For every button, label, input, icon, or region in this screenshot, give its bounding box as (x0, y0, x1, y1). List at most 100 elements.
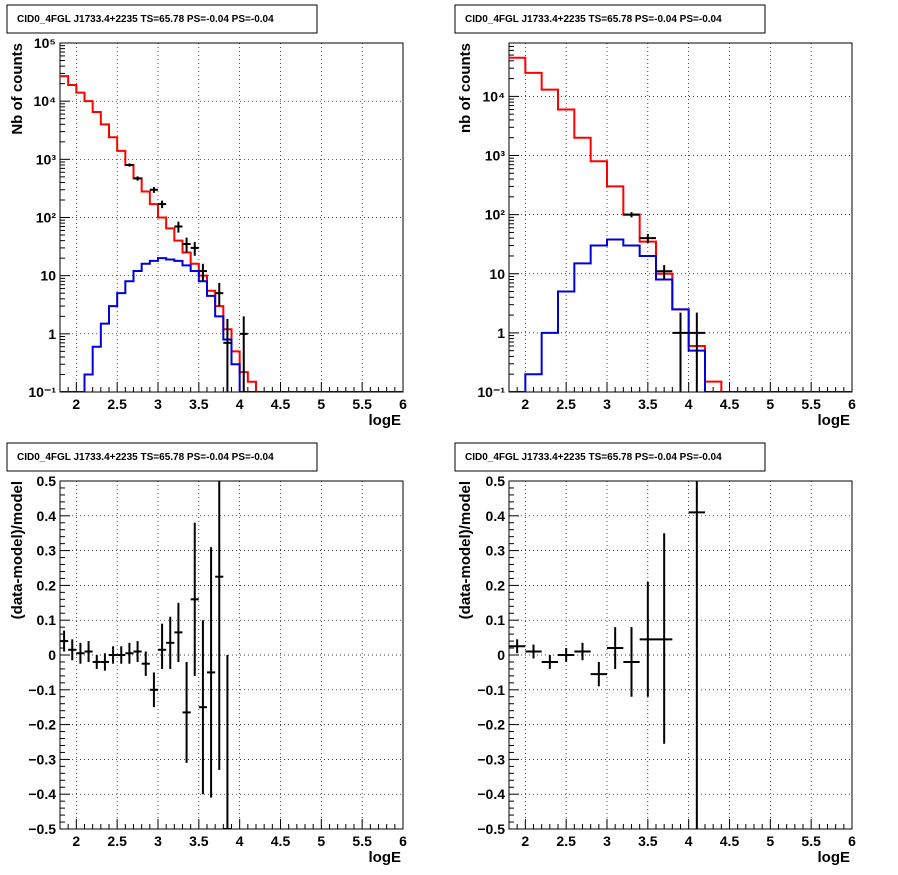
residual-point (639, 581, 656, 697)
residual-point (509, 639, 526, 654)
residual-point (117, 646, 126, 664)
y-tick-label: 10² (36, 210, 57, 226)
residual-point (133, 641, 142, 662)
y-tick-label: 0.4 (37, 508, 57, 524)
y-tick-label: 10⁻¹ (28, 384, 56, 400)
y-tick-label: 0.1 (486, 612, 506, 628)
chart-title: CID0_4FGL J1733.4+2235 TS=65.78 PS=-0.04… (465, 14, 722, 25)
x-tick-label: 3.5 (189, 833, 209, 849)
x-tick-label: 4 (685, 396, 693, 412)
x-tick-label: 2 (72, 396, 80, 412)
residual-point (215, 481, 224, 770)
data-point (158, 200, 167, 209)
data-point (133, 176, 142, 181)
y-tick-label: 0.3 (486, 543, 506, 559)
y-tick-label: −0.4 (477, 786, 505, 802)
x-tick-label: 5.5 (801, 396, 821, 412)
residual-point (198, 620, 207, 795)
residual-point (158, 623, 167, 669)
x-tick-label: 2 (521, 833, 529, 849)
residual-point (68, 639, 77, 661)
chart-title: CID0_4FGL J1733.4+2235 TS=65.78 PS=-0.04… (17, 14, 274, 25)
data-point (656, 265, 673, 280)
residual-point (207, 547, 216, 798)
total-model-histogram (60, 75, 403, 392)
residual-point (174, 602, 183, 662)
chart-title: CID0_4FGL J1733.4+2235 TS=65.78 PS=-0.04… (17, 452, 274, 463)
chart-panel-4: CID0_4FGL J1733.4+2235 TS=65.78 PS=-0.04… (454, 442, 856, 866)
x-tick-label: 3.5 (189, 396, 209, 412)
x-tick-label: 4 (236, 396, 244, 412)
residual-point (60, 630, 69, 652)
source-model-histogram (60, 257, 403, 392)
x-tick-label: 3 (154, 833, 162, 849)
y-tick-label: −0.1 (477, 682, 505, 698)
x-tick-label: 4 (236, 833, 244, 849)
data-point (182, 237, 191, 253)
residual-point (656, 533, 673, 744)
x-tick-label: 4.5 (720, 396, 740, 412)
plot-area (60, 481, 232, 829)
x-tick-label: 5 (766, 396, 774, 412)
plot-area (60, 75, 403, 392)
x-tick-label: 5.5 (352, 833, 372, 849)
y-axis-label: Nb of counts (9, 43, 26, 135)
residual-point (125, 642, 134, 664)
residual-point (688, 481, 705, 829)
data-point (688, 312, 705, 392)
residual-point (541, 655, 558, 669)
residual-point (182, 661, 191, 763)
x-tick-label: 6 (848, 833, 856, 849)
title-box (6, 4, 318, 34)
x-tick-label: 2.5 (556, 833, 576, 849)
residual-point (558, 648, 575, 662)
y-tick-label: 1 (497, 325, 505, 341)
residual-point (166, 616, 175, 669)
x-tick-label: 6 (848, 396, 856, 412)
chart-panel-2: CID0_4FGL J1733.4+2235 TS=65.78 PS=-0.04… (454, 4, 856, 429)
y-tick-label: −0.5 (477, 821, 505, 837)
x-tick-label: 2.5 (107, 396, 127, 412)
title-box (454, 4, 766, 34)
y-axis-label: nb of counts (457, 43, 474, 133)
data-point (215, 282, 224, 307)
x-axis-label: logE (369, 849, 402, 866)
y-tick-label: 10 (40, 268, 56, 284)
y-axis-label: (data-model)/model (457, 481, 474, 619)
x-tick-label: 3 (603, 833, 611, 849)
residual-point (190, 522, 199, 676)
y-tick-label: −0.2 (477, 717, 505, 733)
x-tick-label: 4.5 (720, 833, 740, 849)
y-tick-label: 10⁴ (34, 93, 57, 109)
residual-point (223, 655, 232, 829)
x-axis-label: logE (818, 412, 851, 429)
y-tick-label: 1 (48, 326, 56, 342)
x-tick-label: 3.5 (638, 396, 658, 412)
residual-point (100, 653, 109, 671)
data-point (174, 221, 183, 233)
y-tick-label: 10³ (485, 148, 506, 164)
residual-point (92, 655, 101, 669)
residual-point (141, 651, 150, 676)
y-tick-label: 0.2 (486, 577, 506, 593)
residual-point (84, 641, 93, 662)
title-box (6, 442, 318, 472)
x-tick-label: 5 (766, 833, 774, 849)
y-tick-label: 0.5 (486, 473, 506, 489)
y-tick-label: −0.5 (28, 821, 56, 837)
y-tick-label: 0.4 (486, 508, 506, 524)
x-tick-label: 3.5 (638, 833, 658, 849)
y-tick-label: 0.1 (37, 612, 57, 628)
y-axis-label: (data-model)/model (9, 481, 26, 619)
plot-area (509, 481, 705, 829)
data-point (672, 312, 689, 392)
residual-point (76, 642, 85, 664)
x-tick-label: 4.5 (271, 833, 291, 849)
residual-point (607, 627, 624, 669)
x-tick-label: 3 (603, 396, 611, 412)
y-tick-label: −0.1 (28, 682, 56, 698)
y-tick-label: 10⁴ (483, 88, 506, 104)
chart-title: CID0_4FGL J1733.4+2235 TS=65.78 PS=-0.04… (465, 452, 722, 463)
data-point (198, 263, 207, 282)
